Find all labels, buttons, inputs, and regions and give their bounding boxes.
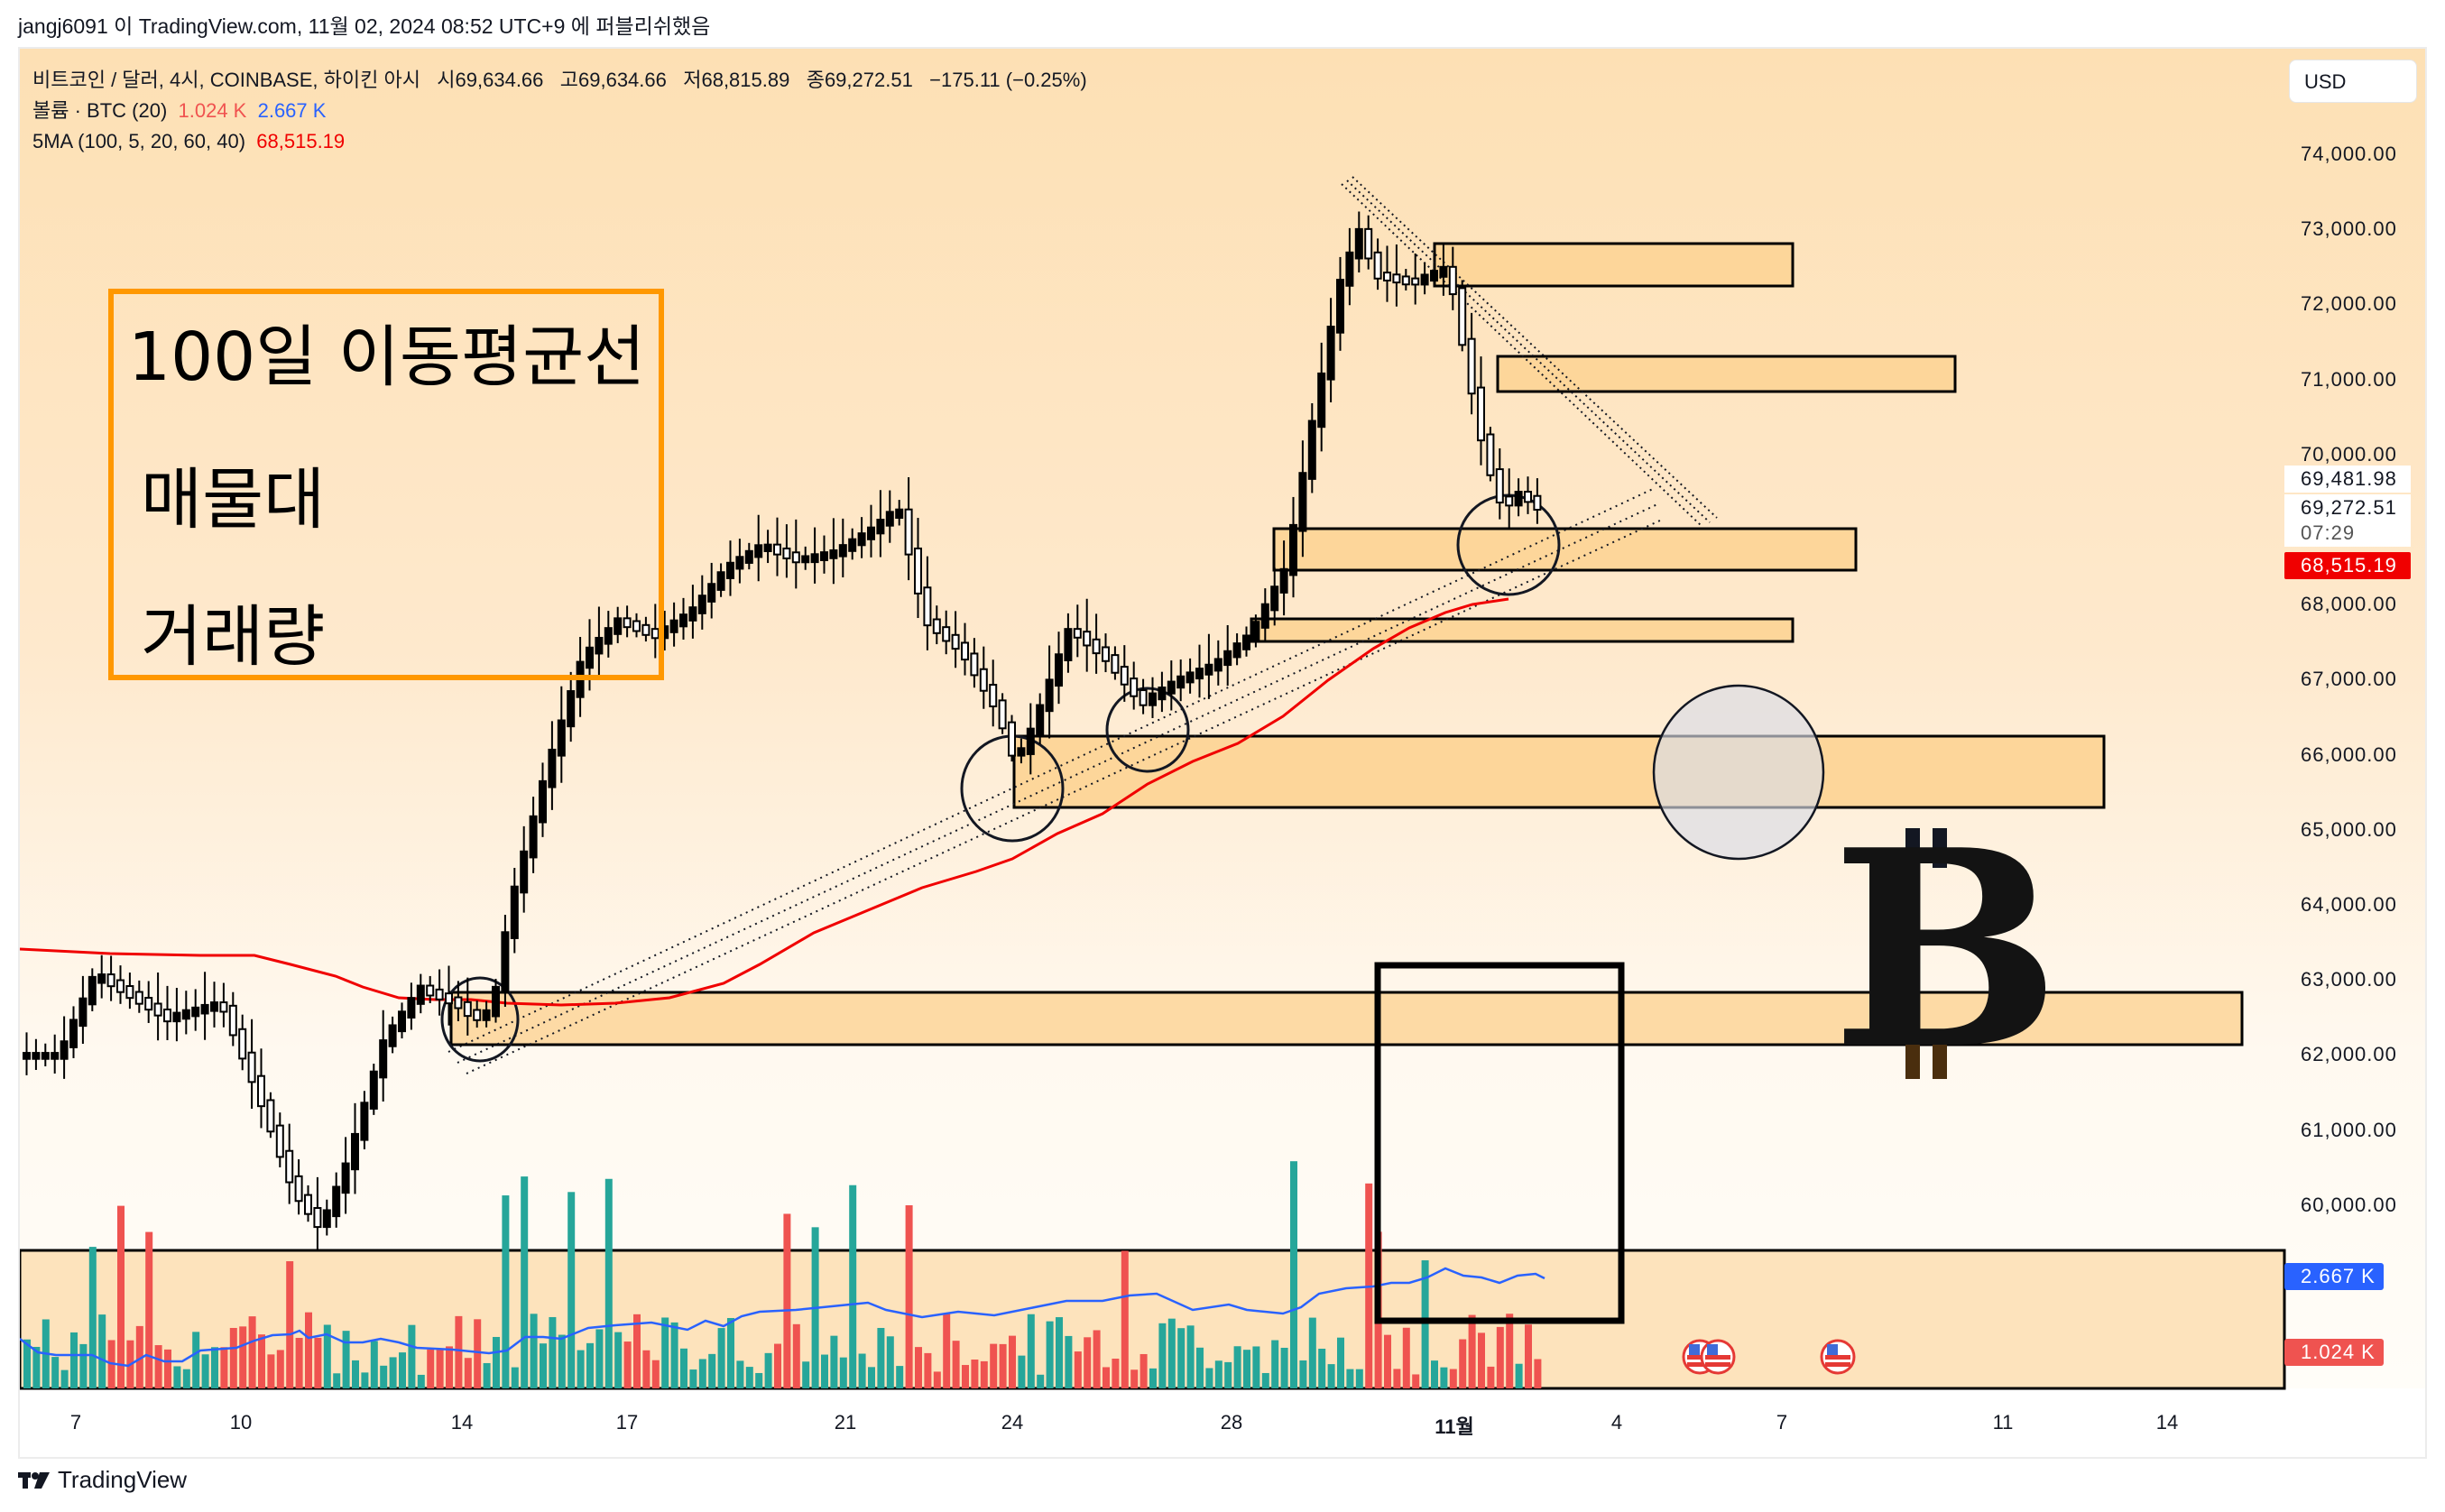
ma-legend-row[interactable]: 5MA (100, 5, 20, 60, 40) 68,515.19 xyxy=(32,126,1087,157)
time-axis-label: 11 xyxy=(1992,1411,2014,1434)
publish-info: jangj6091 이 TradingView.com, 11월 02, 202… xyxy=(18,14,711,38)
low-label: 저 xyxy=(683,69,702,91)
volume-legend-row[interactable]: 볼륨 · BTC (20) 1.024 K 2.667 K xyxy=(32,96,1087,126)
price-axis-label: 72,000.00 xyxy=(2301,292,2397,316)
annotation-line-supply-zone: 매물대 xyxy=(141,461,326,539)
time-axis-label: 7 xyxy=(69,1411,82,1434)
price-axis-label: 63,000.00 xyxy=(2301,968,2397,991)
time-axis-label: 24 xyxy=(1001,1411,1024,1434)
zone-65-8k xyxy=(1012,734,2106,809)
volume-ma-value: 2.667 K xyxy=(257,99,327,122)
last-price-tag: 69,272.51 xyxy=(2284,494,2411,521)
ma100-line xyxy=(20,597,1509,1007)
open-value: 69,634.66 xyxy=(455,69,544,91)
symbol-ohlc-row[interactable]: 비트코인 / 달러, 4시, COINBASE, 하이킨 아시 시69,634.… xyxy=(32,65,1087,96)
symbol-description: 비트코인 / 달러, 4시, COINBASE, 하이킨 아시 xyxy=(32,69,420,91)
countdown-tag: 07:29 xyxy=(2284,520,2411,547)
time-axis-label: 14 xyxy=(2155,1411,2179,1434)
annotation-text-box[interactable]: 100일 이동평균선 매물대 거래량 xyxy=(108,289,664,680)
price-axis-label: 60,000.00 xyxy=(2301,1193,2397,1216)
highlight-ellipse xyxy=(1652,684,1825,861)
time-axis-label: 17 xyxy=(615,1411,639,1434)
price-axis-label: 62,000.00 xyxy=(2301,1043,2397,1066)
zone-67-7k xyxy=(1250,617,1795,643)
volume-ma-line xyxy=(20,1267,1545,1368)
tradingview-footer[interactable]: TradingView xyxy=(18,1466,187,1494)
circle-marker-26 xyxy=(1105,687,1190,773)
us-flag-icons xyxy=(1682,1339,1856,1375)
bitcoin-logo-icon: B xyxy=(1831,790,2061,1109)
price-axis-label: 70,000.00 xyxy=(2301,442,2397,466)
ma-indicator-label: 5MA (100, 5, 20, 60, 40) xyxy=(32,130,246,152)
price-axis-label: 67,000.00 xyxy=(2301,668,2397,691)
price-axis-label: 74,000.00 xyxy=(2301,143,2397,165)
time-axis[interactable] xyxy=(20,1388,2425,1457)
zone-68-5k xyxy=(1272,527,1858,572)
price-axis[interactable] xyxy=(2284,49,2425,1388)
volume-tag: 1.024 K xyxy=(2284,1339,2384,1366)
close-value: 69,272.51 xyxy=(824,69,913,91)
time-axis-label: 10 xyxy=(229,1411,253,1434)
volume-indicator-label: 볼륨 · BTC (20) xyxy=(32,99,168,122)
currency-button[interactable]: USD xyxy=(2289,60,2417,103)
ma-price-tag: 68,515.19 xyxy=(2284,552,2411,579)
price-axis-label: 71,000.00 xyxy=(2301,367,2397,391)
svg-text:B: B xyxy=(1831,790,2061,1109)
open-label: 시 xyxy=(437,69,456,91)
high-marker-tag: 69,481.98 xyxy=(2284,466,2411,493)
zone-72k xyxy=(1433,242,1795,288)
brand-name: TradingView xyxy=(58,1466,188,1493)
price-axis-label: 61,000.00 xyxy=(2301,1118,2397,1141)
price-axis-label: 66,000.00 xyxy=(2301,742,2397,766)
plot-area[interactable] xyxy=(20,49,2284,1388)
high-value: 69,634.66 xyxy=(578,69,667,91)
price-axis-label: 64,000.00 xyxy=(2301,893,2397,916)
price-axis-label: 68,000.00 xyxy=(2301,593,2397,616)
time-axis-label: 4 xyxy=(1610,1411,1623,1434)
close-label: 종 xyxy=(806,69,825,91)
time-axis-label: 21 xyxy=(834,1411,857,1434)
chart-legend: 비트코인 / 달러, 4시, COINBASE, 하이킨 아시 시69,634.… xyxy=(32,65,1087,157)
zone-71k xyxy=(1496,355,1957,393)
volume-zone xyxy=(20,1249,2286,1390)
ascending-trend-lines xyxy=(447,488,1663,1074)
zone-62-5k xyxy=(449,991,2244,1046)
candlestick-series xyxy=(23,211,1542,1252)
time-axis-label: 14 xyxy=(450,1411,474,1434)
volume-ma-tag: 2.667 K xyxy=(2284,1263,2384,1290)
tradingview-logo-icon xyxy=(18,1471,50,1489)
time-axis-label: 7 xyxy=(1776,1411,1788,1434)
annotation-line-volume: 거래량 xyxy=(141,598,326,676)
time-axis-label: 28 xyxy=(1220,1411,1243,1434)
price-axis-label: 73,000.00 xyxy=(2301,217,2397,241)
change-value: −175.11 (−0.25%) xyxy=(929,69,1087,91)
high-label: 고 xyxy=(559,69,578,91)
volume-value: 1.024 K xyxy=(178,99,247,122)
chart-drawings: B xyxy=(20,176,2286,1390)
time-axis-label: 11월 xyxy=(1435,1415,1474,1438)
volume-highlight-rect xyxy=(1374,962,1625,1324)
price-axis-label: 65,000.00 xyxy=(2301,817,2397,841)
ma-value: 68,515.19 xyxy=(256,130,346,152)
annotation-line-ma100: 100일 이동평균선 xyxy=(128,318,646,396)
descending-trend-lines xyxy=(1341,176,1718,528)
low-value: 68,815.89 xyxy=(701,69,790,91)
chart-container[interactable]: B 비트코인 / 달러, 4시, COINBASE, 하이킨 아시 시69,63… xyxy=(18,47,2427,1459)
